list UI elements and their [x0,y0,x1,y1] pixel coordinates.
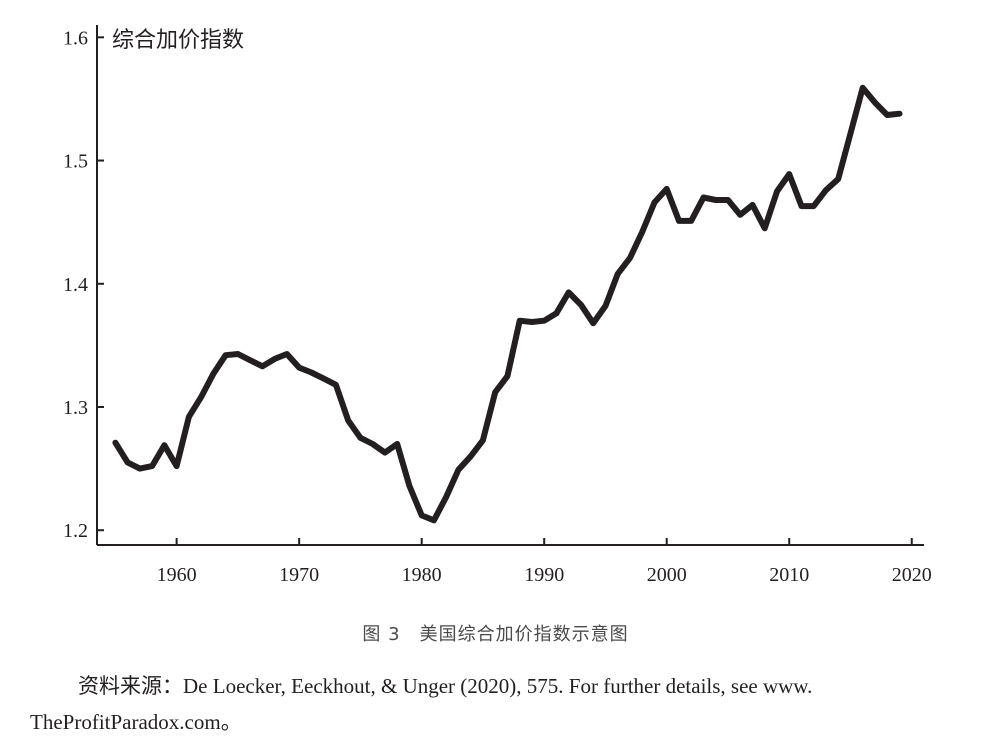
x-tick-label: 1960 [157,564,197,586]
y-tick-label: 1.2 [63,520,88,542]
x-ticks: 1960 1970 1980 1990 2000 2010 2020 [157,538,932,586]
source-line-2: TheProfitParadox.com。 [30,710,242,734]
y-tick-label: 1.6 [63,27,88,49]
source-line-1: 资料来源：De Loecker, Eeckhout, & Unger (2020… [78,674,813,698]
x-tick-label: 1990 [524,564,564,586]
axes [96,25,924,546]
series-line-markup-index [112,84,903,524]
y-tick-label: 1.4 [63,274,88,296]
x-tick-label: 2020 [892,564,932,586]
source-note: 资料来源：De Loecker, Eeckhout, & Unger (2020… [30,668,960,740]
x-tick-label: 1980 [402,564,442,586]
x-tick-label: 2010 [769,564,809,586]
y-ticks: 1.2 1.3 1.4 1.5 1.6 [63,27,104,542]
y-axis-label: 综合加价指数 [112,28,244,53]
figure-caption: 图 3 美国综合加价指数示意图 [362,624,629,645]
y-tick-label: 1.3 [63,397,88,419]
x-tick-label: 1970 [279,564,319,586]
x-tick-label: 2000 [647,564,687,586]
markup-index-chart: 1.2 1.3 1.4 1.5 1.6 1960 1970 1980 1990 2000 2010… [63,25,932,586]
y-tick-label: 1.5 [63,151,88,173]
